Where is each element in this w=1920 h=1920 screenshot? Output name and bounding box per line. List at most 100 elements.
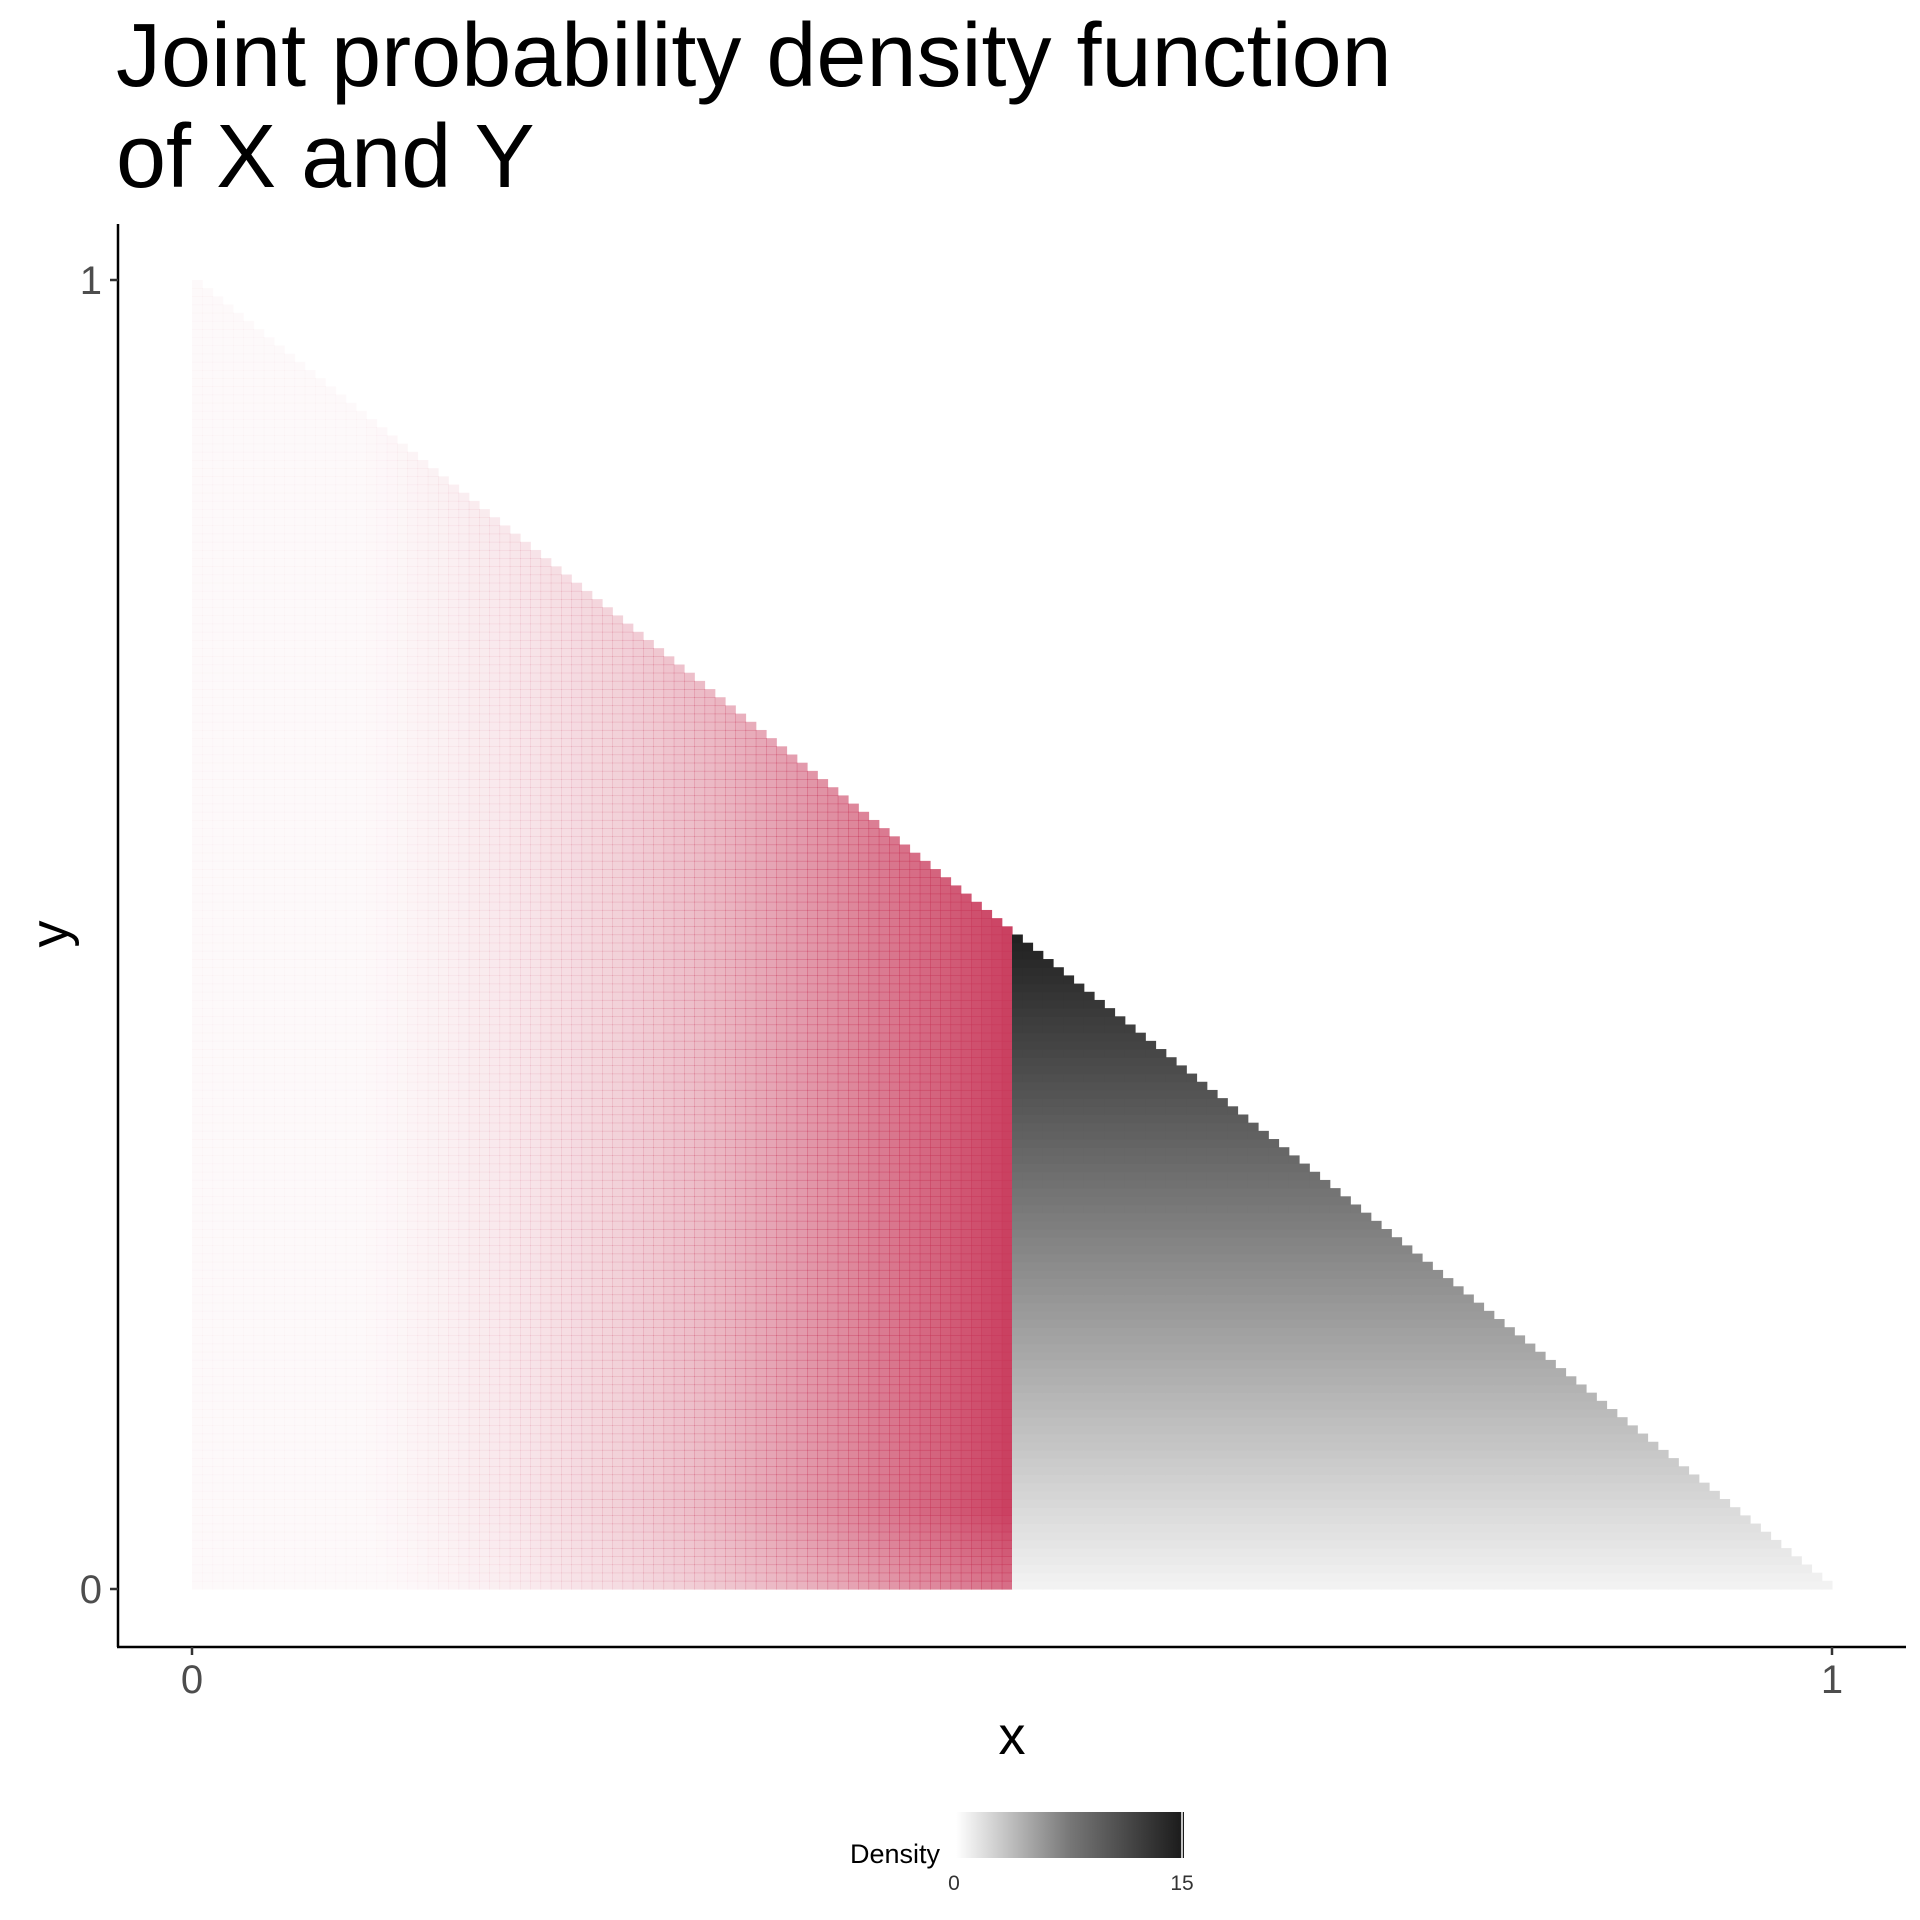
density-cell [366, 1147, 377, 1156]
density-cell [243, 1417, 254, 1426]
density-cell [223, 1524, 234, 1533]
density-cell [213, 1041, 224, 1050]
density-cell [509, 885, 521, 895]
density-cell [254, 1164, 265, 1173]
density-cell [264, 1147, 275, 1156]
density-cell [489, 1433, 501, 1443]
density-cell [417, 918, 429, 927]
density-cell [233, 1286, 244, 1295]
density-cell [346, 1114, 357, 1123]
density-cell [274, 771, 285, 780]
density-cell [325, 1000, 336, 1009]
density-cell [427, 959, 439, 968]
density-cell [366, 935, 377, 944]
density-cell [499, 918, 511, 927]
density-cell [243, 485, 254, 494]
density-cell [386, 811, 398, 821]
density-cell [192, 452, 203, 461]
density-cell [192, 705, 203, 714]
density-cell [530, 1212, 542, 1222]
density-cell [438, 1179, 449, 1189]
density-cell [468, 1507, 480, 1516]
density-cell [295, 624, 306, 633]
density-cell [336, 722, 347, 731]
density-cell [346, 1123, 357, 1132]
density-cell [213, 975, 224, 984]
density-cell [315, 836, 326, 845]
density-cell [305, 926, 316, 935]
density-cell [377, 1474, 388, 1483]
density-cell [202, 1123, 213, 1132]
density-cell [192, 1499, 203, 1508]
density-cell [509, 877, 521, 887]
density-cell [356, 550, 367, 559]
density-cell [325, 1164, 336, 1173]
density-cell [223, 1352, 234, 1361]
density-cell [274, 1155, 285, 1164]
density-cell [397, 1523, 408, 1533]
density-cell [213, 419, 224, 428]
density-cell [438, 1319, 449, 1328]
density-cell [520, 1073, 531, 1083]
density-cell [305, 1114, 316, 1123]
density-cell [499, 1122, 511, 1132]
density-cell [346, 959, 357, 968]
density-cell [438, 558, 449, 567]
density-cell [397, 1294, 408, 1304]
density-cell [479, 1122, 490, 1132]
density-cell [264, 501, 275, 510]
density-cell [346, 1581, 357, 1590]
density-cell [243, 550, 254, 559]
density-cell [295, 1384, 306, 1393]
density-cell [427, 811, 439, 821]
density-cell [233, 1548, 244, 1557]
density-cell [223, 1065, 234, 1074]
density-cell [509, 926, 521, 936]
density-cell [509, 1392, 521, 1402]
density-cell [509, 689, 521, 698]
density-cell [315, 550, 326, 559]
density-cell [530, 648, 542, 657]
density-cell [264, 403, 275, 412]
density-cell [346, 1016, 357, 1025]
density-cell [325, 1262, 336, 1271]
density-cell [427, 1073, 439, 1083]
density-cell [274, 1548, 285, 1557]
density-cell [213, 648, 224, 657]
density-cell [366, 542, 377, 551]
density-cell [233, 1131, 244, 1140]
density-cell [202, 362, 213, 371]
density-cell [468, 762, 480, 772]
density-cell [192, 771, 203, 780]
density-cell [192, 935, 203, 944]
density-cell [407, 1253, 419, 1263]
density-cell [315, 1425, 326, 1434]
density-cell [233, 1106, 244, 1115]
density-cell [274, 1458, 285, 1467]
density-cell [213, 935, 224, 944]
density-cell [356, 534, 367, 543]
density-cell [264, 673, 275, 682]
density-cell [427, 983, 439, 993]
density-cell [386, 631, 398, 641]
density-cell [274, 591, 285, 600]
density-cell [407, 959, 419, 968]
density-cell [325, 1147, 336, 1156]
density-cell [468, 1384, 480, 1394]
density-cell [223, 804, 234, 813]
density-cell [417, 697, 429, 707]
density-cell [284, 525, 295, 534]
density-cell [356, 1573, 367, 1582]
density-cell [264, 1164, 275, 1173]
density-cell [458, 1458, 470, 1467]
density-cell [427, 1409, 439, 1418]
density-cell [356, 828, 367, 837]
density-cell [325, 1057, 336, 1066]
density-cell [427, 590, 439, 600]
density-cell [468, 533, 480, 543]
density-cell [305, 705, 316, 714]
density-cell [213, 885, 224, 894]
density-cell [438, 1245, 449, 1255]
density-cell [254, 1458, 265, 1467]
density-cell [489, 1474, 501, 1484]
